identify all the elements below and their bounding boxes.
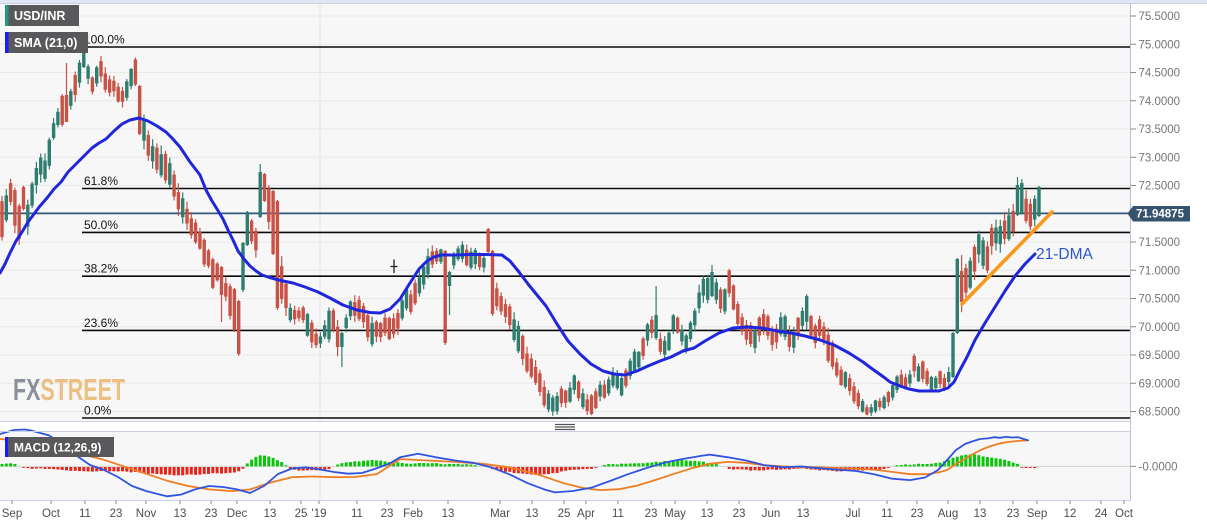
svg-text:Jun: Jun <box>762 508 781 520</box>
svg-text:71.5000: 71.5000 <box>1139 237 1181 249</box>
svg-text:69.0000: 69.0000 <box>1139 378 1181 390</box>
svg-text:23: 23 <box>645 508 658 520</box>
svg-text:USD/INR: USD/INR <box>14 9 65 23</box>
svg-text:11: 11 <box>79 508 91 520</box>
svg-text:38.2%: 38.2% <box>84 262 118 276</box>
svg-text:11: 11 <box>881 508 893 520</box>
svg-text:75.5000: 75.5000 <box>1139 11 1181 23</box>
svg-text:100.0%: 100.0% <box>84 33 125 47</box>
svg-text:75.0000: 75.0000 <box>1139 39 1181 51</box>
svg-text:13: 13 <box>526 508 539 520</box>
svg-text:Feb: Feb <box>403 508 423 520</box>
svg-text:23: 23 <box>381 508 394 520</box>
svg-text:Sep: Sep <box>1027 508 1047 520</box>
svg-text:0.0%: 0.0% <box>84 404 112 418</box>
svg-text:23: 23 <box>1007 508 1020 520</box>
svg-text:13: 13 <box>701 508 714 520</box>
svg-text:70.0000: 70.0000 <box>1139 322 1181 334</box>
svg-text:13: 13 <box>264 508 277 520</box>
svg-text:Sep: Sep <box>2 508 22 520</box>
svg-text:71.0000: 71.0000 <box>1139 265 1181 277</box>
svg-text:73.0000: 73.0000 <box>1139 152 1181 164</box>
svg-text:71.94875: 71.94875 <box>1136 209 1185 221</box>
svg-text:FXSTREET: FXSTREET <box>13 372 125 407</box>
svg-text:13: 13 <box>174 508 187 520</box>
svg-text:Apr: Apr <box>577 508 595 520</box>
svg-text:11: 11 <box>351 508 363 520</box>
svg-text:-0.0000: -0.0000 <box>1139 461 1178 473</box>
svg-text:50.0%: 50.0% <box>84 218 118 232</box>
svg-text:13: 13 <box>797 508 810 520</box>
svg-text:Jul: Jul <box>846 508 861 520</box>
svg-text:61.8%: 61.8% <box>84 174 118 188</box>
svg-text:'19: '19 <box>312 508 327 520</box>
svg-text:23.6%: 23.6% <box>84 316 118 330</box>
svg-text:Nov: Nov <box>136 508 157 520</box>
svg-text:73.5000: 73.5000 <box>1139 124 1181 136</box>
svg-text:68.5000: 68.5000 <box>1139 407 1181 419</box>
svg-text:74.0000: 74.0000 <box>1139 96 1181 108</box>
svg-text:Aug: Aug <box>938 508 958 520</box>
svg-text:Mar: Mar <box>490 508 510 520</box>
svg-text:72.5000: 72.5000 <box>1139 181 1181 193</box>
svg-text:23: 23 <box>911 508 924 520</box>
svg-text:13: 13 <box>442 508 455 520</box>
svg-text:25: 25 <box>558 508 571 520</box>
svg-text:11: 11 <box>612 508 624 520</box>
svg-text:Oct: Oct <box>42 508 61 520</box>
svg-text:12: 12 <box>1064 508 1077 520</box>
svg-text:MACD (12,26,9): MACD (12,26,9) <box>14 441 101 455</box>
svg-text:69.5000: 69.5000 <box>1139 350 1181 362</box>
svg-text:SMA (21,0): SMA (21,0) <box>14 36 77 50</box>
svg-text:May: May <box>664 508 686 520</box>
svg-text:70.5000: 70.5000 <box>1139 294 1181 306</box>
svg-text:23: 23 <box>733 508 746 520</box>
svg-text:23: 23 <box>205 508 218 520</box>
svg-text:21-DMA: 21-DMA <box>1036 246 1094 263</box>
svg-text:25: 25 <box>295 508 308 520</box>
svg-text:Dec: Dec <box>227 508 248 520</box>
svg-text:23: 23 <box>110 508 123 520</box>
svg-text:13: 13 <box>974 508 987 520</box>
svg-text:74.5000: 74.5000 <box>1139 68 1181 80</box>
svg-text:24: 24 <box>1095 508 1108 520</box>
svg-text:Oct: Oct <box>1115 508 1134 520</box>
